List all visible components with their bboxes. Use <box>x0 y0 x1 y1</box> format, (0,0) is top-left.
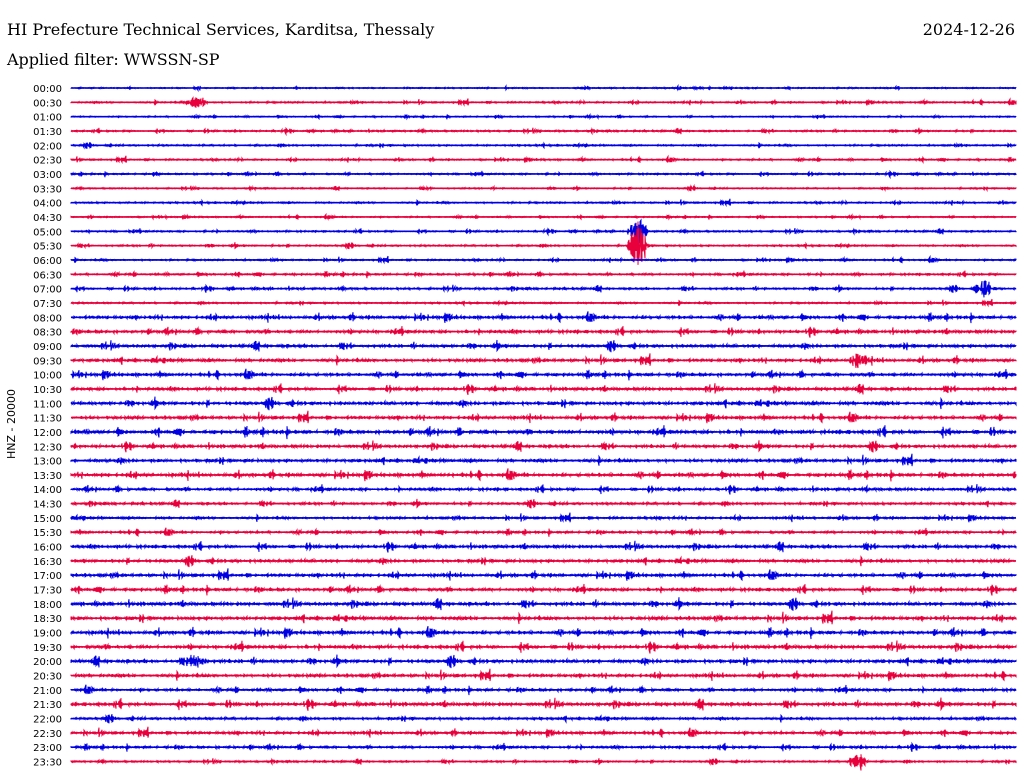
row-label: 09:30 <box>33 356 62 367</box>
row-label: 01:00 <box>33 113 62 124</box>
filter-label: Applied filter: WWSSN-SP <box>7 50 220 69</box>
row-label: 20:30 <box>33 672 62 683</box>
row-label: 13:30 <box>33 471 62 482</box>
row-label: 02:00 <box>33 141 62 152</box>
row-label: 11:30 <box>33 414 62 425</box>
row-label: 10:00 <box>33 371 62 382</box>
row-label: 00:00 <box>33 84 62 95</box>
row-label: 17:30 <box>33 586 62 597</box>
row-label: 03:00 <box>33 170 62 181</box>
row-label: 12:00 <box>33 428 62 439</box>
row-label: 07:00 <box>33 285 62 296</box>
row-label: 03:30 <box>33 184 62 195</box>
row-label: 05:00 <box>33 227 62 238</box>
row-label: 18:00 <box>33 600 62 611</box>
row-label: 06:00 <box>33 256 62 267</box>
row-label: 20:00 <box>33 657 62 668</box>
row-label: 23:30 <box>33 758 62 769</box>
row-label: 17:00 <box>33 571 62 582</box>
row-label: 16:00 <box>33 543 62 554</box>
row-label: 19:30 <box>33 643 62 654</box>
row-label: 11:00 <box>33 399 62 410</box>
row-label: 08:30 <box>33 328 62 339</box>
row-label: 09:00 <box>33 342 62 353</box>
date-label: 2024-12-26 <box>922 20 1015 39</box>
row-label: 21:00 <box>33 686 62 697</box>
trace-line <box>70 754 1017 771</box>
row-label: 15:30 <box>33 528 62 539</box>
row-label: 00:30 <box>33 98 62 109</box>
row-label: 04:00 <box>33 199 62 210</box>
row-label: 12:30 <box>33 442 62 453</box>
row-label: 07:30 <box>33 299 62 310</box>
y-axis-label: HNZ - 20000 <box>5 389 18 459</box>
row-label: 18:30 <box>33 614 62 625</box>
row-label: 04:30 <box>33 213 62 224</box>
trace-line <box>70 221 1017 265</box>
row-label: 02:30 <box>33 156 62 167</box>
row-label: 06:30 <box>33 270 62 281</box>
row-label: 23:00 <box>33 743 62 754</box>
row-label: 22:30 <box>33 729 62 740</box>
row-label: 22:00 <box>33 715 62 726</box>
row-label: 14:30 <box>33 500 62 511</box>
row-label: 01:30 <box>33 127 62 138</box>
row-label: 21:30 <box>33 700 62 711</box>
row-label: 05:30 <box>33 242 62 253</box>
row-label: 14:00 <box>33 485 62 496</box>
row-label: 08:00 <box>33 313 62 324</box>
row-label: 10:30 <box>33 385 62 396</box>
station-title: HI Prefecture Technical Services, Kardit… <box>7 20 435 39</box>
row-label: 15:00 <box>33 514 62 525</box>
row-label: 16:30 <box>33 557 62 568</box>
row-label: 19:00 <box>33 629 62 640</box>
row-label: 13:00 <box>33 457 62 468</box>
